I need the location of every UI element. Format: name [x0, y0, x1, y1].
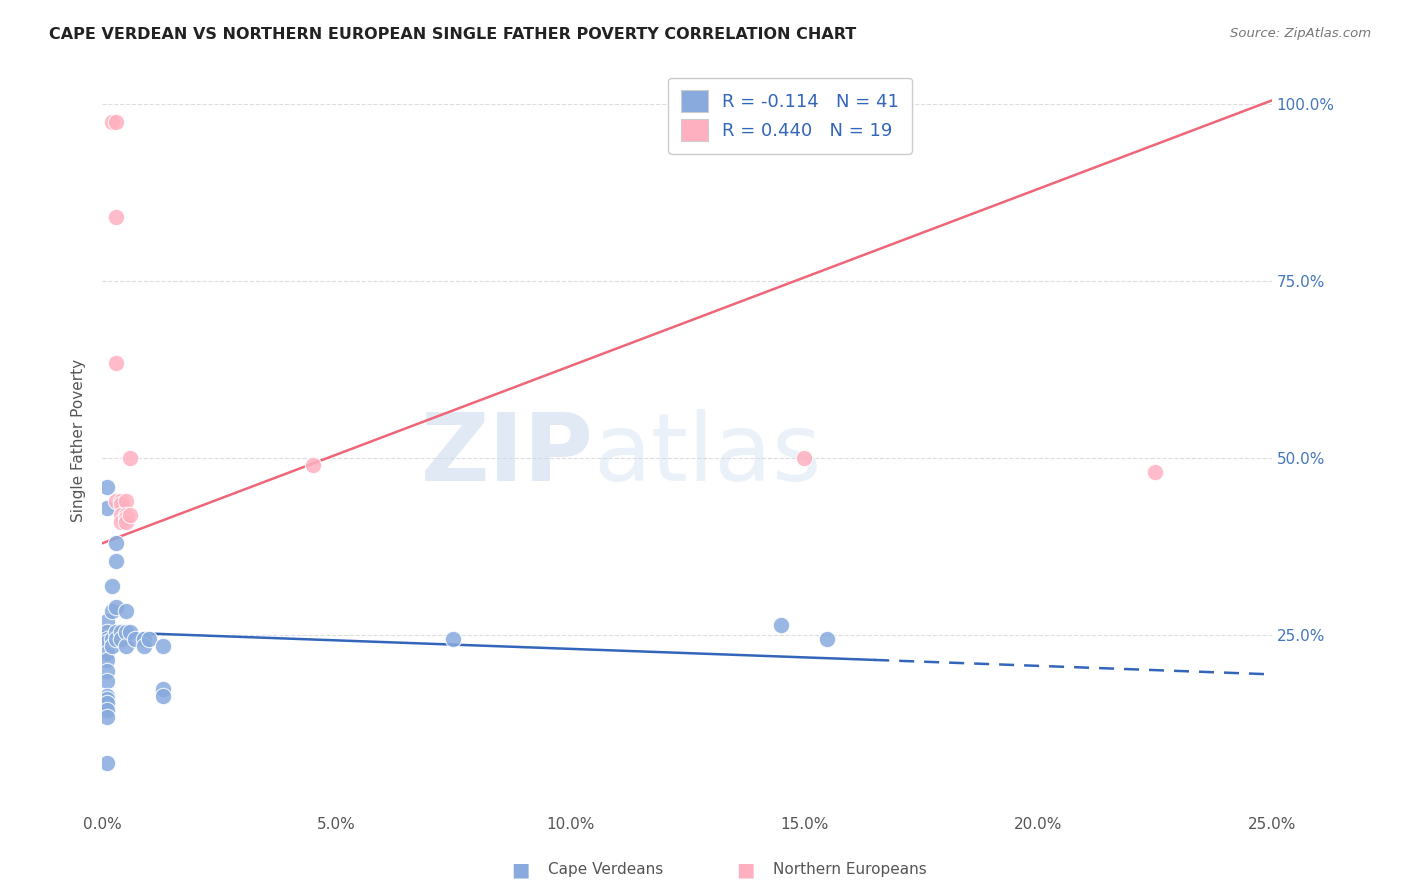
- Point: [105, 211, 128, 225]
- Point: [114, 515, 136, 529]
- Point: [114, 511, 136, 525]
- Point: [96, 696, 118, 710]
- Point: [96, 480, 118, 494]
- Point: [134, 632, 156, 646]
- Point: [96, 500, 118, 515]
- Point: [105, 355, 128, 369]
- Text: Northern Europeans: Northern Europeans: [773, 863, 927, 877]
- Point: [152, 639, 174, 653]
- Text: ■: ■: [735, 860, 755, 880]
- Point: [96, 664, 118, 678]
- Point: [105, 536, 128, 550]
- Point: [769, 617, 792, 632]
- Point: [96, 689, 118, 703]
- Point: [100, 639, 122, 653]
- Point: [114, 604, 136, 618]
- Point: [769, 114, 792, 128]
- Point: [110, 493, 132, 508]
- Point: [114, 624, 136, 639]
- Point: [110, 624, 132, 639]
- Point: [96, 653, 118, 667]
- Point: [96, 692, 118, 706]
- Point: [110, 497, 132, 511]
- Point: [105, 624, 128, 639]
- Text: atlas: atlas: [593, 409, 821, 501]
- Text: ZIP: ZIP: [420, 409, 593, 501]
- Point: [96, 614, 118, 628]
- Point: [152, 689, 174, 703]
- Point: [114, 639, 136, 653]
- Point: [105, 554, 128, 568]
- Point: [110, 508, 132, 522]
- Point: [105, 493, 128, 508]
- Point: [124, 632, 146, 646]
- Point: [301, 458, 323, 473]
- Text: ■: ■: [510, 860, 530, 880]
- Point: [96, 632, 118, 646]
- Point: [110, 515, 132, 529]
- Text: Cape Verdeans: Cape Verdeans: [548, 863, 664, 877]
- Point: [120, 624, 142, 639]
- Point: [1143, 466, 1166, 480]
- Point: [96, 674, 118, 689]
- Point: [100, 114, 122, 128]
- Point: [793, 451, 815, 466]
- Point: [134, 639, 156, 653]
- Point: [96, 624, 118, 639]
- Point: [96, 703, 118, 717]
- Point: [96, 635, 118, 649]
- Point: [152, 681, 174, 696]
- Point: [96, 646, 118, 660]
- Point: [120, 451, 142, 466]
- Point: [96, 756, 118, 770]
- Point: [110, 632, 132, 646]
- Point: [441, 632, 464, 646]
- Point: [96, 710, 118, 724]
- Point: [105, 600, 128, 615]
- Point: [114, 493, 136, 508]
- Point: [138, 632, 160, 646]
- Text: Source: ZipAtlas.com: Source: ZipAtlas.com: [1230, 27, 1371, 40]
- Point: [114, 508, 136, 522]
- Point: [100, 604, 122, 618]
- Y-axis label: Single Father Poverty: Single Father Poverty: [72, 359, 86, 522]
- Point: [100, 632, 122, 646]
- Legend: R = -0.114   N = 41, R = 0.440   N = 19: R = -0.114 N = 41, R = 0.440 N = 19: [668, 78, 912, 154]
- Point: [815, 632, 838, 646]
- Point: [100, 579, 122, 593]
- Point: [105, 114, 128, 128]
- Point: [120, 508, 142, 522]
- Point: [105, 632, 128, 646]
- Text: CAPE VERDEAN VS NORTHERN EUROPEAN SINGLE FATHER POVERTY CORRELATION CHART: CAPE VERDEAN VS NORTHERN EUROPEAN SINGLE…: [49, 27, 856, 42]
